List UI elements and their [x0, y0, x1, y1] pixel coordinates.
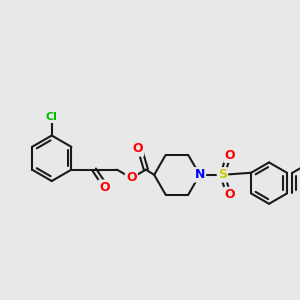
Text: O: O	[126, 171, 137, 184]
Text: O: O	[224, 188, 235, 201]
Text: N: N	[194, 168, 205, 181]
Text: O: O	[99, 181, 110, 194]
Text: Cl: Cl	[46, 112, 58, 122]
Text: O: O	[132, 142, 143, 155]
Text: O: O	[224, 149, 235, 162]
Text: S: S	[218, 168, 227, 181]
